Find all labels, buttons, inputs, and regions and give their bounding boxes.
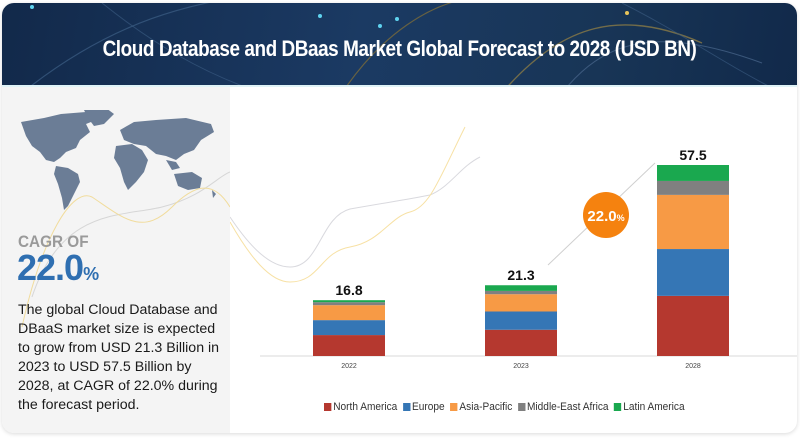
chart-legend: North America Europe Asia-Pacific Middle-Ea… — [324, 401, 685, 413]
cagr-bubble-label: 22.0% — [587, 208, 624, 225]
header-decoration — [30, 3, 768, 85]
cagr-value: 22.0% — [17, 247, 99, 289]
legend-label: North America — [333, 401, 398, 413]
bar-segment-2028-north-america — [657, 295, 729, 356]
decorative-curves — [21, 171, 230, 328]
bar-segment-2023-middle-east-africa — [485, 290, 557, 295]
stacked-bar-chart: 16.8 2022 21.3 2023 57.5 2028 22.0% — [230, 126, 797, 370]
bar-segment-2022-north-america — [313, 335, 385, 356]
bar-segment-2023-latin-america — [485, 285, 557, 291]
bar-total-label: 16.8 — [335, 282, 362, 298]
bar-segment-2028-latin-america — [657, 165, 729, 181]
cagr-bubble — [583, 192, 629, 238]
market-description: The global Cloud Database and DBaaS mark… — [18, 302, 220, 413]
legend-swatch — [324, 403, 332, 411]
cagr-number: 22.0 — [17, 247, 84, 288]
x-tick-label: 2022 — [341, 363, 357, 370]
legend-item: Middle-East Africa — [517, 401, 609, 413]
legend-label: Latin America — [623, 401, 685, 413]
legend-swatch — [450, 403, 458, 411]
bar-segment-2022-latin-america — [313, 300, 385, 303]
x-tick-label: 2023 — [513, 363, 529, 370]
header-divider — [2, 85, 797, 87]
legend-item: Europe — [402, 401, 445, 413]
legend-label: Middle-East Africa — [527, 401, 609, 413]
legend-swatch — [614, 403, 622, 411]
legend-item: North America — [324, 401, 397, 413]
cagr-unit: % — [83, 264, 99, 284]
legend-swatch — [402, 403, 411, 411]
bar-segment-2022-europe — [313, 320, 385, 336]
bar-segment-2028-middle-east-africa — [657, 180, 729, 195]
bar-segment-2023-asia-pacific — [485, 294, 557, 312]
bar-segment-2028-asia-pacific — [657, 194, 729, 250]
decorative-curve-yellow — [230, 126, 466, 283]
legend-item: Asia-Pacific — [450, 401, 512, 413]
summary-panel: CAGR OF 22.0% The global Cloud Database … — [2, 87, 230, 433]
world-map-icon — [21, 110, 216, 210]
bar-segment-2023-europe — [485, 311, 557, 330]
bar-total-label: 21.3 — [507, 267, 534, 283]
bar-segment-2028-europe — [657, 249, 729, 296]
cagr-label: CAGR OF — [18, 232, 89, 251]
legend-label: Europe — [412, 401, 445, 413]
legend-item: Latin America — [614, 401, 685, 413]
bar-segment-2022-middle-east-africa — [313, 302, 385, 306]
legend-label: Asia-Pacific — [459, 401, 513, 413]
decorative-curve-gray — [230, 156, 481, 268]
bar-segment-2023-north-america — [485, 329, 557, 356]
page-title: Cloud Database and DBaas Market Global F… — [102, 36, 697, 61]
bar-total-label: 57.5 — [679, 147, 706, 163]
bar-segment-2022-asia-pacific — [313, 305, 385, 321]
infographic-card: Cloud Database and DBaas Market Global F… — [2, 3, 797, 433]
header-banner: Cloud Database and DBaas Market Global F… — [2, 3, 797, 85]
x-tick-label: 2028 — [685, 363, 701, 370]
legend-swatch — [517, 403, 526, 411]
